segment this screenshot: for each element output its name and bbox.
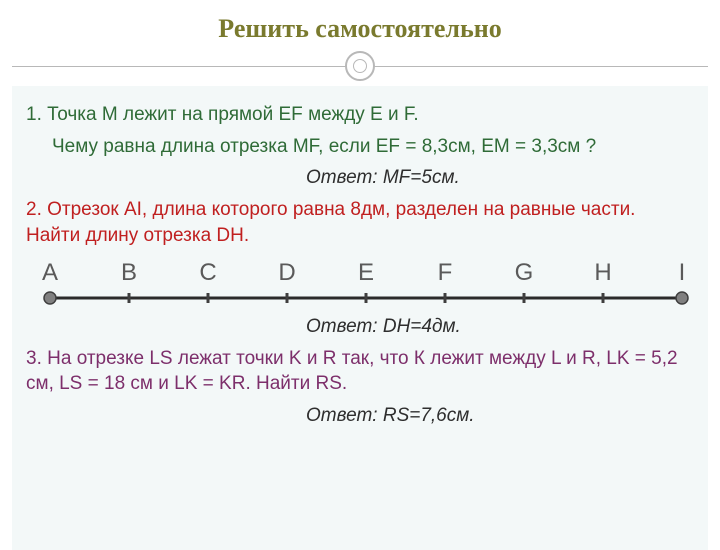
numberline-endpoint-A <box>44 292 56 304</box>
q1-answer-row: Ответ: MF=5см. <box>26 165 694 191</box>
q2-answer-row: Ответ: DH=4дм. <box>26 314 694 340</box>
numberline-label-H: H <box>594 259 611 286</box>
numberline-label-F: F <box>438 259 453 286</box>
numberline-label-E: E <box>358 259 374 286</box>
q1-line1: 1. Точка М лежит на прямой EF между E и … <box>26 102 694 128</box>
content-area: 1. Точка М лежит на прямой EF между E и … <box>12 86 708 550</box>
q1-answer: Ответ: MF=5см. <box>306 167 460 188</box>
number-line: A B C D E F G H I <box>26 254 706 312</box>
numberline-label-B: B <box>121 259 137 286</box>
numberline-endpoint-I <box>676 292 688 304</box>
title-divider <box>12 52 708 80</box>
slide-title: Решить самостоятельно <box>12 14 708 44</box>
q3-answer-row: Ответ: RS=7,6см. <box>26 403 694 429</box>
numberline-label-G: G <box>515 259 534 286</box>
q1-line2: Чему равна длина отрезка MF, если EF = 8… <box>26 134 694 160</box>
numberline-label-A: A <box>42 259 58 286</box>
numberline-label-I: I <box>679 259 686 286</box>
slide: Решить самостоятельно 1. Точка М лежит н… <box>0 0 720 540</box>
q3-line1: 3. На отрезке LS лежат точки K и R так, … <box>26 346 694 397</box>
divider-circle-inner <box>353 59 367 73</box>
q2-line1: 2. Отрезок AI, длина которого равна 8дм,… <box>26 197 694 248</box>
numberline-label-D: D <box>278 259 295 286</box>
numberline-label-C: C <box>199 259 216 286</box>
q2-answer: Ответ: DH=4дм. <box>306 316 461 337</box>
q3-answer: Ответ: RS=7,6см. <box>306 405 475 426</box>
